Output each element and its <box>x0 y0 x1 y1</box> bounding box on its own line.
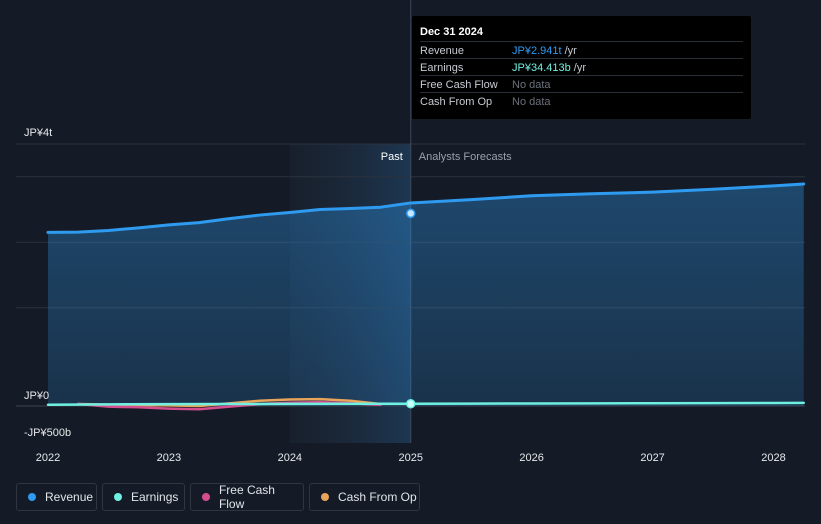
revenue-area <box>48 183 804 406</box>
tooltip-value: JP¥2.941t <box>512 45 562 57</box>
legend-label: Cash From Op <box>338 490 417 504</box>
forecast-label: Analysts Forecasts <box>419 151 512 163</box>
legend-item-cash-from-op[interactable]: Cash From Op <box>309 483 420 511</box>
x-tick-label: 2023 <box>157 452 181 464</box>
tooltip-label: Revenue <box>420 45 465 57</box>
x-tick-label: 2026 <box>519 452 543 464</box>
x-tick-label: 2022 <box>36 452 60 464</box>
y-tick-label: JP¥0 <box>24 390 49 402</box>
legend-label: Free Cash Flow <box>218 483 275 511</box>
tooltip-label: Cash From Op <box>420 96 493 108</box>
legend-item-revenue[interactable]: Revenue <box>16 483 97 511</box>
tooltip-label: Free Cash Flow <box>420 79 498 91</box>
legend-dot-icon <box>321 493 329 501</box>
y-tick-label: -JP¥500b <box>24 427 71 439</box>
earnings-line <box>46 401 805 406</box>
legend-dot-icon <box>202 493 210 501</box>
tooltip-row-earnings: Earnings JP¥34.413b /yr <box>420 58 743 76</box>
tooltip-row-cash-from-op: Cash From Op No data <box>420 92 743 110</box>
legend-label: Revenue <box>45 490 94 504</box>
legend-dot-icon <box>114 493 122 501</box>
free-cash-flow-line <box>76 400 382 411</box>
tooltip-row-revenue: Revenue JP¥2.941t /yr <box>420 41 743 59</box>
tooltip-unit: /yr <box>573 62 587 74</box>
earnings-marker <box>406 399 416 409</box>
tooltip-unit: /yr <box>564 45 577 57</box>
revenue-marker <box>406 208 416 219</box>
tooltip-row-free-cash-flow: Free Cash Flow No data <box>420 75 743 93</box>
tooltip-date: Dec 31 2024 <box>420 26 483 38</box>
legend-item-earnings[interactable]: Earnings <box>102 483 185 511</box>
legend-item-free-cash-flow[interactable]: Free Cash Flow <box>190 483 304 511</box>
legend-dot-icon <box>28 493 36 501</box>
revenue-line <box>46 182 806 234</box>
tooltip-label: Earnings <box>420 62 464 74</box>
x-tick-label: 2027 <box>640 452 664 464</box>
tooltip-value: JP¥34.413b <box>512 62 571 74</box>
legend-label: Earnings <box>131 490 179 504</box>
tooltip-value: No data <box>512 96 551 108</box>
x-tick-label: 2028 <box>761 452 785 464</box>
x-tick-label: 2024 <box>278 452 302 464</box>
tooltip: Dec 31 2024 Revenue JP¥2.941t /yr Earnin… <box>412 16 751 119</box>
x-tick-label: 2025 <box>399 452 423 464</box>
past-label: Past <box>381 151 403 163</box>
y-tick-label: JP¥4t <box>24 127 52 139</box>
tooltip-value: No data <box>512 79 551 91</box>
